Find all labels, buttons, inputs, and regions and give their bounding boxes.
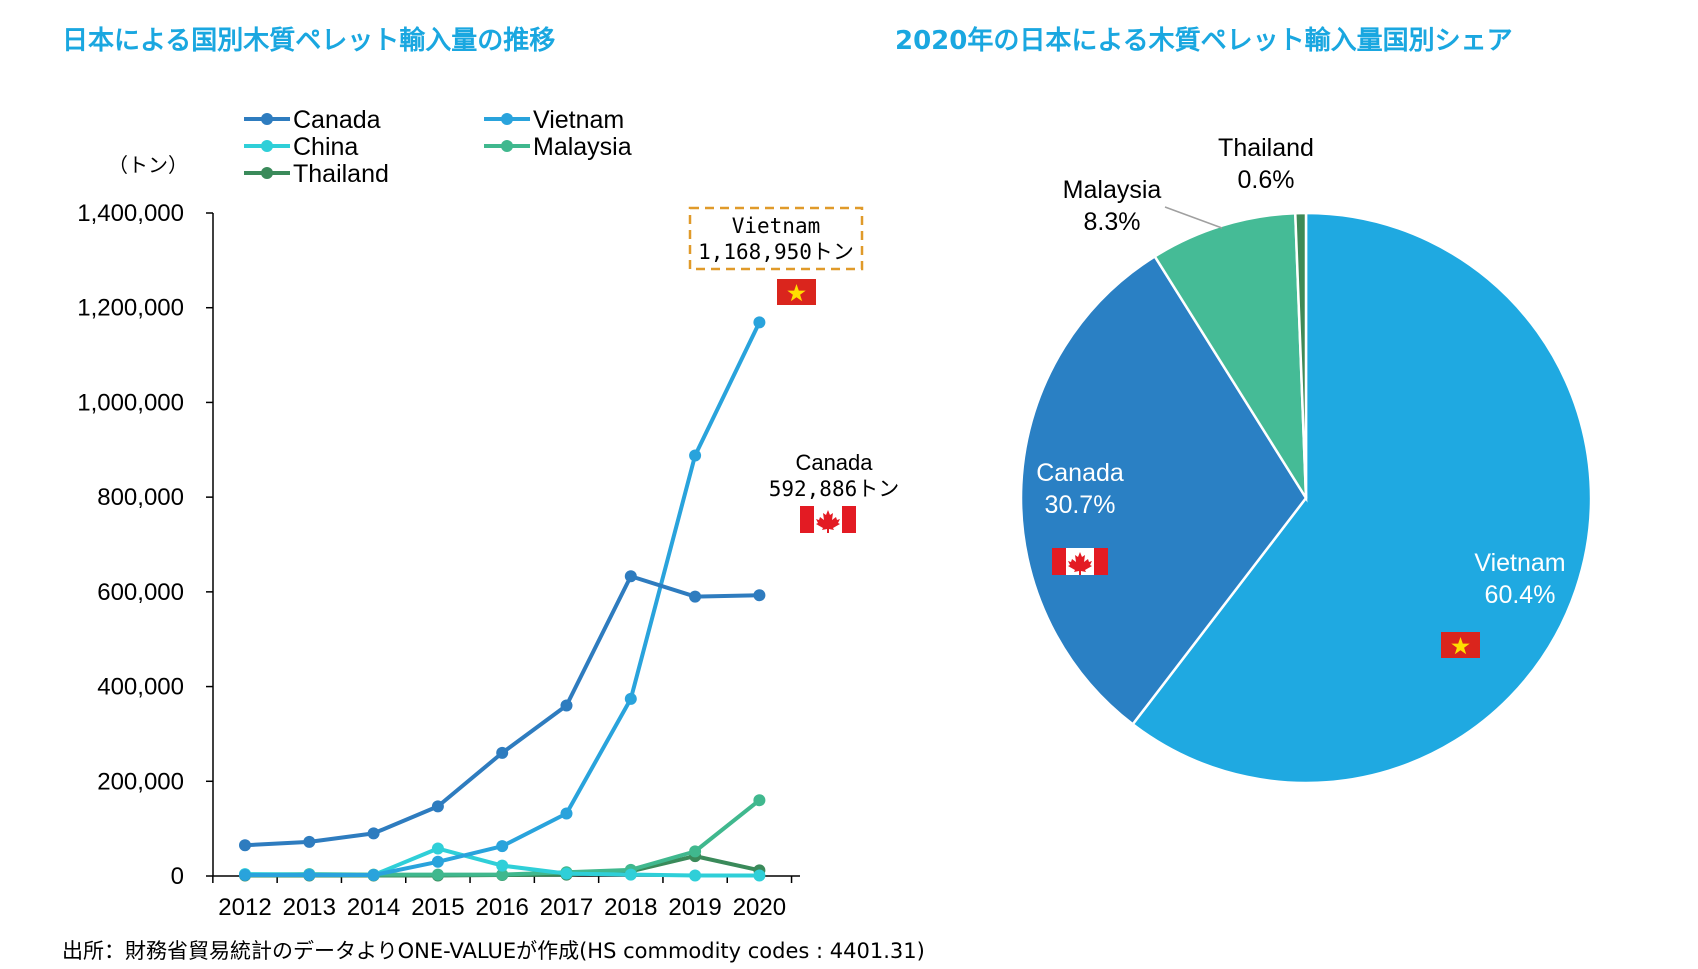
y-tick-label: 0 xyxy=(171,863,184,890)
data-point-canada xyxy=(689,590,702,603)
x-tick-label: 2018 xyxy=(604,894,657,921)
series-line-vietnam xyxy=(245,321,762,878)
pie-label-value: 60.4% xyxy=(1485,581,1556,609)
y-tick-label: 600,000 xyxy=(97,579,184,606)
data-point-vietnam xyxy=(624,692,637,705)
legend-label: Canada xyxy=(293,106,381,134)
y-unit-label: （トン） xyxy=(108,153,188,177)
data-point-malaysia xyxy=(431,868,444,881)
y-tick-label: 1,400,000 xyxy=(77,200,184,227)
x-tick-label: 2015 xyxy=(411,894,464,921)
line-chart: （トン） 0 200,000 400,000 600,000 800,000 1,000,… xyxy=(77,106,899,921)
data-point-china xyxy=(624,868,637,881)
series-line-canada xyxy=(244,574,760,848)
legend-marker xyxy=(261,113,273,125)
data-point-vietnam xyxy=(239,869,251,882)
pie-label-name: Canada xyxy=(1036,459,1124,487)
y-tick-label: 800,000 xyxy=(97,484,184,511)
canada-annotation: Canada 592,886トン xyxy=(769,450,900,501)
data-point-canada xyxy=(239,839,251,852)
y-tick-label: 1,200,000 xyxy=(77,295,184,322)
y-tick-label: 1,000,000 xyxy=(77,389,184,416)
pie-slice-canada xyxy=(1019,254,1308,727)
pie-label-value: 0.6% xyxy=(1238,166,1295,194)
series-vietnam xyxy=(239,316,766,882)
data-point-canada xyxy=(367,827,380,840)
pie-chart-title: 2020年の日本による木質ペレット輸入量国別シェア xyxy=(895,26,1513,56)
data-point-vietnam xyxy=(560,807,573,820)
line-chart-title: 日本による国別木質ペレット輸入量の推移 xyxy=(62,26,556,56)
data-point-canada xyxy=(303,835,316,848)
x-tick-label: 2016 xyxy=(476,894,529,921)
data-point-canada xyxy=(560,699,573,712)
x-tick-label: 2014 xyxy=(347,894,400,921)
data-point-malaysia xyxy=(496,868,509,881)
data-point-vietnam xyxy=(367,869,380,882)
data-point-china xyxy=(560,867,573,880)
data-point-canada xyxy=(431,800,444,813)
data-point-canada xyxy=(496,746,509,759)
pie-label-value: 30.7% xyxy=(1045,491,1116,519)
legend-label: China xyxy=(293,133,358,161)
annotation-vietnam-name: Vietnam xyxy=(732,214,821,238)
legend-marker xyxy=(501,140,513,152)
data-point-china xyxy=(753,869,766,882)
x-tick-label: 2020 xyxy=(733,894,786,921)
annotation-canada-name: Canada xyxy=(795,450,873,475)
data-point-canada xyxy=(753,589,766,602)
annotation-vietnam-value: 1,168,950トン xyxy=(698,240,854,264)
thailand-leader-line xyxy=(1164,206,1223,229)
data-point-vietnam xyxy=(431,855,444,868)
source-note: 出所：財務省貿易統計のデータよりONE-VALUEが作成(HS commodit… xyxy=(62,939,925,963)
legend-item-china: China xyxy=(244,133,358,161)
x-tick-label: 2017 xyxy=(540,894,593,921)
pie-label-name: Vietnam xyxy=(1474,549,1565,577)
vietnam-flag-icon xyxy=(1441,632,1480,658)
pie-label-value: 8.3% xyxy=(1084,208,1141,236)
legend-marker xyxy=(261,167,273,179)
legend-item-malaysia: Malaysia xyxy=(484,133,632,161)
legend-item-vietnam: Vietnam xyxy=(484,106,624,134)
pie-label-name: Thailand xyxy=(1218,134,1314,162)
legend-marker xyxy=(261,140,273,152)
pie-slice-thailand xyxy=(1293,211,1308,499)
legend-label: Malaysia xyxy=(533,133,632,161)
data-point-vietnam xyxy=(689,449,702,462)
data-point-china xyxy=(431,842,444,855)
data-point-china xyxy=(689,869,702,882)
data-point-canada xyxy=(624,570,637,583)
legend-item-canada: Canada xyxy=(244,106,381,134)
vietnam-flag-icon xyxy=(777,279,816,305)
vietnam-annotation: Vietnam 1,168,950トン xyxy=(688,206,864,271)
legend-item-thailand: Thailand xyxy=(244,160,389,188)
data-point-china xyxy=(496,859,509,872)
data-point-vietnam xyxy=(753,316,766,329)
annotation-box xyxy=(688,206,864,271)
pie-slice-malaysia xyxy=(1153,211,1308,503)
x-tick-label: 2019 xyxy=(668,894,721,921)
y-tick-label: 400,000 xyxy=(97,674,184,701)
canada-flag-icon xyxy=(1052,548,1108,575)
pie-label-name: Malaysia xyxy=(1063,176,1162,204)
x-tick-label: 2012 xyxy=(218,894,271,921)
legend-marker xyxy=(501,113,513,125)
legend-label: Thailand xyxy=(293,160,389,188)
legend-label: Vietnam xyxy=(533,106,624,134)
series-canada xyxy=(239,570,766,852)
annotation-canada-value: 592,886トン xyxy=(769,477,900,501)
y-tick-label: 200,000 xyxy=(97,768,184,795)
data-point-malaysia xyxy=(753,794,766,807)
pie-chart: Vietnam 60.4% Canada 30.7% Malaysia 8.3% Thail… xyxy=(1019,134,1593,785)
data-point-malaysia xyxy=(689,845,702,858)
data-point-vietnam xyxy=(496,840,509,853)
canada-flag-icon xyxy=(800,506,856,533)
x-tick-label: 2013 xyxy=(283,894,336,921)
data-point-vietnam xyxy=(303,869,316,882)
